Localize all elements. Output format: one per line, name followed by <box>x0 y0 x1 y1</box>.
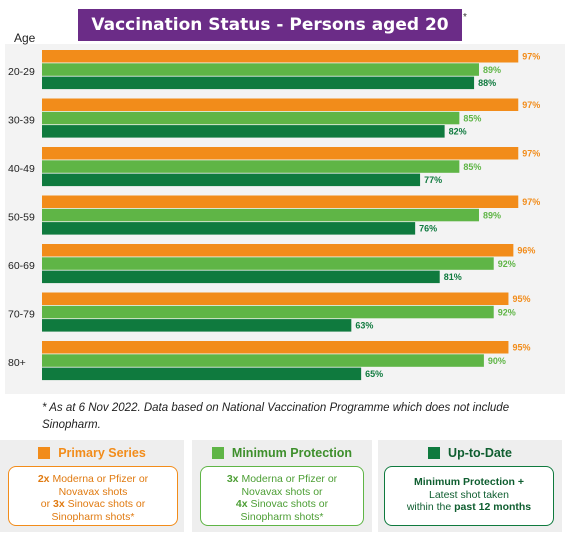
bar <box>42 50 519 63</box>
data-label: 92% <box>498 307 516 317</box>
bar <box>42 173 421 187</box>
primary-label: Primary Series <box>58 446 146 460</box>
bar <box>42 222 416 235</box>
bar <box>42 98 519 111</box>
primary-swatch <box>38 447 51 459</box>
footnote: * As at 6 Nov 2022. Data based on Nation… <box>42 402 510 431</box>
category-label: 30-39 <box>8 114 35 126</box>
bar <box>42 305 494 319</box>
data-label: 96% <box>517 246 535 256</box>
bar <box>42 111 460 125</box>
bar <box>42 270 440 284</box>
category-label: 20-29 <box>8 66 35 78</box>
minimum-swatch <box>211 447 224 459</box>
category-label: 80+ <box>8 357 26 369</box>
bar <box>42 244 514 257</box>
bar <box>42 160 460 173</box>
bar <box>42 292 509 305</box>
bar <box>42 125 445 138</box>
bar <box>42 195 519 208</box>
data-label: 92% <box>498 259 516 269</box>
data-label: 90% <box>488 356 506 366</box>
data-label: 85% <box>463 162 481 172</box>
data-label: 65% <box>365 369 383 379</box>
category-label: 60-69 <box>8 260 35 272</box>
uptodate-swatch <box>428 447 441 459</box>
legend-minimum-protection: Minimum Protection 3x Moderna or Pfizer … <box>192 440 372 532</box>
legend-primary-series: Primary Series 2x Moderna or Pfizer or N… <box>0 440 184 532</box>
data-label: 76% <box>419 224 437 234</box>
category-label: 70-79 <box>8 308 35 320</box>
bar <box>42 147 519 160</box>
data-label: 97% <box>522 197 540 207</box>
data-label: 95% <box>512 294 530 304</box>
data-label: 95% <box>512 343 530 353</box>
title-footnote-mark: * <box>463 12 467 23</box>
bar <box>42 341 509 354</box>
uptodate-description: Minimum Protection + Latest shot taken w… <box>384 466 554 526</box>
data-label: 97% <box>522 149 540 159</box>
category-label: 50-59 <box>8 211 35 223</box>
uptodate-label: Up-to-Date <box>448 446 512 460</box>
bar <box>42 76 475 90</box>
data-label: 77% <box>424 175 442 185</box>
data-label: 63% <box>355 321 373 331</box>
bar <box>42 367 362 381</box>
bar <box>42 63 479 76</box>
data-label: 97% <box>522 52 540 62</box>
bar-chart: Age 20-29 97% 89% 88% 30-39 97% 85% 82% 40-49 97% 8… <box>8 31 540 381</box>
y-axis-title: Age <box>14 31 36 45</box>
data-label: 97% <box>522 100 540 110</box>
minimum-description: 3x Moderna or Pfizer or Novavax shots or… <box>200 466 364 526</box>
bar <box>42 208 479 222</box>
data-label: 82% <box>449 127 467 137</box>
data-label: 85% <box>463 113 481 123</box>
legend-up-to-date: Up-to-Date Minimum Protection + Latest s… <box>378 440 562 532</box>
bar <box>42 354 484 367</box>
bar <box>42 257 494 270</box>
bar <box>42 319 352 332</box>
minimum-label: Minimum Protection <box>231 446 353 460</box>
data-label: 89% <box>483 65 501 75</box>
primary-description: 2x Moderna or Pfizer or Novavax shots or… <box>8 466 178 526</box>
data-label: 81% <box>444 272 462 282</box>
data-label: 89% <box>483 210 501 220</box>
category-label: 40-49 <box>8 163 35 175</box>
data-label: 88% <box>478 78 496 88</box>
